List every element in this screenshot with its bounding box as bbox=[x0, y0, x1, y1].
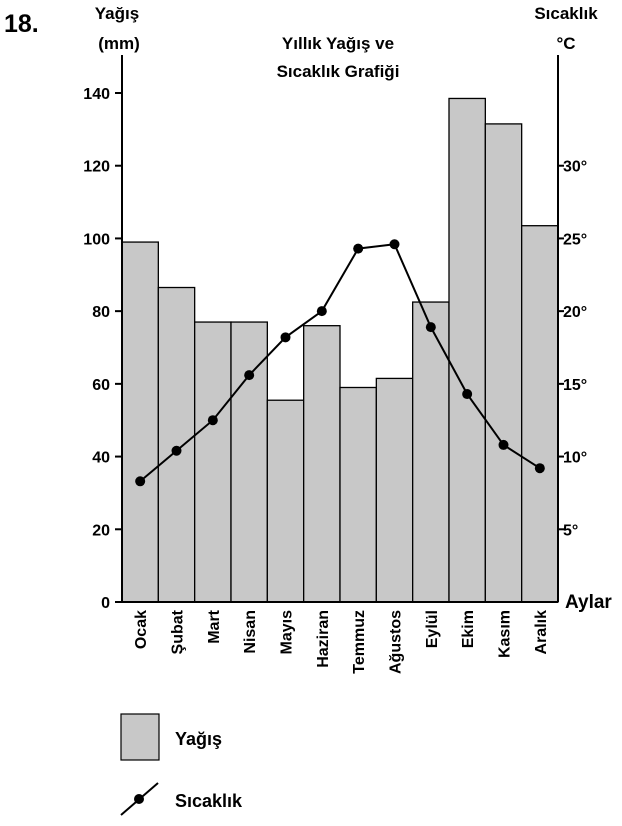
month-label: Haziran bbox=[315, 610, 332, 668]
right-axis-label: Sıcaklık °C bbox=[534, 4, 598, 53]
legend-temperature-marker bbox=[134, 794, 144, 804]
precipitation-bar bbox=[448, 97, 486, 603]
temperature-point bbox=[425, 322, 436, 333]
left-tick-label: 80 bbox=[92, 304, 110, 321]
temperature-line bbox=[135, 239, 545, 487]
legend-precipitation-swatch bbox=[120, 713, 160, 761]
month-label: Kasım bbox=[497, 610, 514, 658]
temperature-line-path bbox=[139, 243, 541, 483]
precipitation-bar bbox=[412, 301, 450, 603]
month-label: Ekim bbox=[460, 610, 477, 648]
left-axis-label-line-2: (mm) bbox=[98, 34, 140, 53]
temperature-point bbox=[462, 389, 473, 400]
month-label: Ocak bbox=[133, 610, 150, 649]
month-label: Mayıs bbox=[279, 610, 296, 655]
month-label: Mart bbox=[206, 609, 223, 643]
left-tick-label: 120 bbox=[83, 159, 110, 176]
precipitation-bar bbox=[375, 377, 414, 603]
month-label: Ağustos bbox=[388, 610, 405, 674]
legend-precipitation-label: Yağış bbox=[175, 729, 222, 749]
right-axis-label-line-1: Sıcaklık bbox=[534, 4, 598, 23]
temperature-point bbox=[244, 370, 255, 381]
chart-title: Yıllık Yağış ve Sıcaklık Grafiği bbox=[277, 34, 400, 81]
temperature-point bbox=[534, 463, 545, 474]
right-tick-label: 25° bbox=[563, 231, 587, 248]
month-label: Temmuz bbox=[351, 610, 368, 674]
right-tick-label: 30° bbox=[563, 159, 587, 176]
precipitation-bar bbox=[521, 225, 559, 603]
right-tick-label: 15° bbox=[563, 377, 587, 394]
left-tick-label: 60 bbox=[92, 377, 110, 394]
month-label: Eylül bbox=[424, 610, 441, 648]
chart-title-line-2: Sıcaklık Grafiği bbox=[277, 62, 400, 81]
precipitation-bar bbox=[157, 286, 196, 603]
right-axis-label-line-2: °C bbox=[556, 34, 575, 53]
month-label: Şubat bbox=[170, 609, 187, 654]
temperature-point bbox=[171, 445, 182, 456]
temperature-point bbox=[135, 476, 146, 487]
right-axis-ticks: 5° 10° 15° 20° 25° 30° bbox=[558, 159, 587, 539]
left-axis-label-line-1: Yağış bbox=[95, 4, 139, 23]
left-axis-ticks: 0 20 40 60 80 100 120 140 bbox=[83, 86, 122, 612]
left-tick-label: 140 bbox=[83, 86, 110, 103]
question-number: 18. bbox=[4, 10, 39, 38]
right-tick-label: 5° bbox=[563, 522, 578, 539]
legend-temperature-label: Sıcaklık bbox=[175, 791, 243, 811]
left-tick-label: 0 bbox=[101, 595, 110, 612]
left-tick-label: 20 bbox=[92, 522, 110, 539]
left-tick-label: 100 bbox=[83, 231, 110, 248]
left-tick-label: 40 bbox=[92, 450, 110, 467]
precipitation-bars bbox=[121, 97, 559, 603]
month-label: Nisan bbox=[242, 610, 259, 654]
chart-axes bbox=[121, 55, 559, 603]
temperature-point bbox=[280, 332, 291, 343]
precipitation-bar bbox=[230, 321, 268, 603]
precipitation-bar bbox=[303, 325, 341, 603]
legend: Yağış Sıcaklık bbox=[120, 713, 243, 816]
right-tick-label: 20° bbox=[563, 304, 587, 321]
precipitation-bar bbox=[484, 123, 523, 603]
month-labels: Ocak Şubat Mart Nisan Mayıs Haziran Temmuz Ağus… bbox=[133, 609, 550, 674]
precipitation-bar bbox=[121, 241, 159, 603]
precipitation-bar bbox=[339, 386, 377, 603]
temperature-point bbox=[498, 439, 509, 450]
temperature-point bbox=[389, 239, 400, 250]
temperature-point bbox=[207, 415, 218, 426]
left-axis-label: Yağış (mm) bbox=[95, 4, 140, 53]
temperature-point bbox=[316, 306, 327, 317]
chart-title-line-1: Yıllık Yağış ve bbox=[282, 34, 394, 53]
month-label: Aralık bbox=[533, 610, 550, 655]
temperature-point bbox=[353, 243, 364, 254]
right-tick-label: 10° bbox=[563, 450, 587, 467]
precipitation-bar bbox=[194, 321, 232, 603]
x-axis-label: Aylar bbox=[565, 592, 612, 613]
precipitation-bar bbox=[266, 399, 305, 603]
